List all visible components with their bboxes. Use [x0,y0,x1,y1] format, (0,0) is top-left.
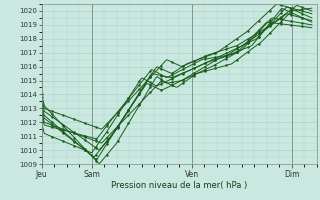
X-axis label: Pression niveau de la mer( hPa ): Pression niveau de la mer( hPa ) [111,181,247,190]
